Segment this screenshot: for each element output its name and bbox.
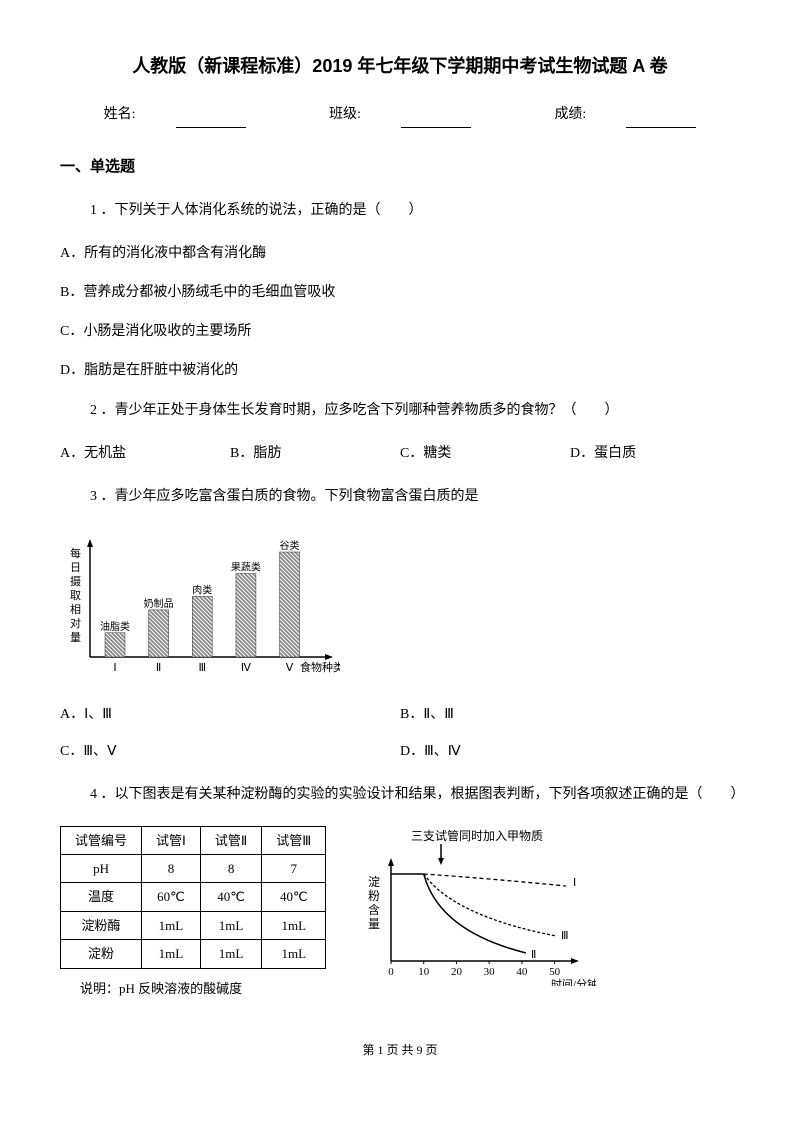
svg-text:取: 取 <box>70 589 81 602</box>
svg-text:肉类: 肉类 <box>192 584 212 597</box>
q2-options: A．无机盐 B．脂肪 C．糖类 D．蛋白质 <box>60 441 740 466</box>
q2-option-b: B．脂肪 <box>230 441 400 466</box>
svg-text:Ⅰ: Ⅰ <box>573 877 576 889</box>
q2-option-d: D．蛋白质 <box>570 441 740 466</box>
student-info-row: 姓名: 班级: 成绩: <box>60 102 740 127</box>
svg-text:30: 30 <box>484 966 496 978</box>
svg-text:奶制品: 奶制品 <box>144 597 174 610</box>
line-chart-svg: 三支试管同时加入甲物质淀粉含量 0 10 20 30 40 50时间/分钟 Ⅰ Ⅲ Ⅱ <box>356 826 596 986</box>
svg-text:摄: 摄 <box>70 574 81 588</box>
svg-text:油脂类: 油脂类 <box>100 620 130 633</box>
question-4: 4 ．以下图表是有关某种淀粉酶的实验的实验设计和结果，根据图表判断，下列各项叙述… <box>60 782 740 807</box>
svg-text:含: 含 <box>368 902 380 917</box>
food-chart: 每日摄取相对量 油脂类 Ⅰ 奶制品 Ⅱ 肉类 Ⅲ 果蔬类 Ⅳ 谷类 Ⅴ 食物种类 <box>60 527 740 687</box>
svg-text:果蔬类: 果蔬类 <box>231 561 261 574</box>
q2-option-a: A．无机盐 <box>60 441 230 466</box>
table-block: 试管编号试管Ⅰ试管Ⅱ试管ⅢpH887温度60℃40℃40℃淀粉酶1mL1mL1m… <box>60 826 326 1000</box>
svg-text:20: 20 <box>451 966 463 978</box>
q3-option-a: A．Ⅰ、Ⅲ <box>60 702 400 727</box>
svg-text:食物种类: 食物种类 <box>300 660 340 674</box>
svg-text:10: 10 <box>418 966 430 978</box>
page-footer: 第 1 页 共 9 页 <box>60 1040 740 1062</box>
q3-option-c: C．Ⅲ、Ⅴ <box>60 739 400 764</box>
svg-text:三支试管同时加入甲物质: 三支试管同时加入甲物质 <box>411 828 543 843</box>
svg-text:淀: 淀 <box>368 875 380 889</box>
svg-text:相: 相 <box>70 603 81 616</box>
question-2: 2 ．青少年正处于身体生长发育时期，应多吃含下列哪种营养物质多的食物？（ ） <box>60 398 740 423</box>
svg-text:对: 对 <box>70 616 81 630</box>
q1-option-c: C．小肠是消化吸收的主要场所 <box>60 319 740 344</box>
q2-option-c: C．糖类 <box>400 441 570 466</box>
q3-options: A．Ⅰ、Ⅲ B．Ⅱ、Ⅲ C．Ⅲ、Ⅴ D．Ⅲ、Ⅳ <box>60 702 740 776</box>
svg-text:量: 量 <box>368 917 380 931</box>
svg-text:粉: 粉 <box>368 889 380 903</box>
svg-text:量: 量 <box>70 631 81 644</box>
svg-text:Ⅲ: Ⅲ <box>198 662 206 674</box>
name-blank <box>176 112 246 128</box>
svg-text:Ⅳ: Ⅳ <box>241 662 252 674</box>
class-blank <box>401 112 471 128</box>
section-1-header: 一、单选题 <box>60 153 740 180</box>
svg-text:Ⅱ: Ⅱ <box>156 662 161 674</box>
svg-text:谷类: 谷类 <box>280 539 300 552</box>
table-note: 说明：pH 反映溶液的酸碱度 <box>60 977 326 1000</box>
q3-option-b: B．Ⅱ、Ⅲ <box>400 702 740 727</box>
svg-text:50: 50 <box>549 966 561 978</box>
question-1: 1 ．下列关于人体消化系统的说法，正确的是（ ） <box>60 198 740 223</box>
q1-option-d: D．脂肪是在肝脏中被消化的 <box>60 358 740 383</box>
svg-text:时间/分钟: 时间/分钟 <box>551 977 596 986</box>
experiment-table: 试管编号试管Ⅰ试管Ⅱ试管ⅢpH887温度60℃40℃40℃淀粉酶1mL1mL1m… <box>60 826 326 969</box>
svg-text:Ⅴ: Ⅴ <box>286 662 294 674</box>
svg-text:Ⅲ: Ⅲ <box>561 930 569 942</box>
q3-option-d: D．Ⅲ、Ⅳ <box>400 739 740 764</box>
q1-option-b: B．营养成分都被小肠绒毛中的毛细血管吸收 <box>60 280 740 305</box>
line-chart-block: 三支试管同时加入甲物质淀粉含量 0 10 20 30 40 50时间/分钟 Ⅰ Ⅲ Ⅱ <box>356 826 596 986</box>
table-chart-row: 试管编号试管Ⅰ试管Ⅱ试管ⅢpH887温度60℃40℃40℃淀粉酶1mL1mL1m… <box>60 826 740 1000</box>
bar-chart-svg: 每日摄取相对量 油脂类 Ⅰ 奶制品 Ⅱ 肉类 Ⅲ 果蔬类 Ⅳ 谷类 Ⅴ 食物种类 <box>60 527 340 687</box>
question-3: 3 ．青少年应多吃富含蛋白质的食物。下列食物富含蛋白质的是 <box>60 484 740 509</box>
svg-text:日: 日 <box>70 562 81 574</box>
svg-text:Ⅰ: Ⅰ <box>113 662 116 674</box>
svg-text:Ⅱ: Ⅱ <box>531 949 536 961</box>
svg-text:0: 0 <box>388 966 394 978</box>
class-label: 班级: <box>309 107 491 122</box>
score-label: 成绩: <box>534 107 716 122</box>
name-label: 姓名: <box>84 107 266 122</box>
svg-text:40: 40 <box>517 966 529 978</box>
q1-option-a: A．所有的消化液中都含有消化酶 <box>60 241 740 266</box>
svg-text:每: 每 <box>70 546 81 560</box>
exam-title: 人教版（新课程标准）2019 年七年级下学期期中考试生物试题 A 卷 <box>60 50 740 82</box>
score-blank <box>626 112 696 128</box>
